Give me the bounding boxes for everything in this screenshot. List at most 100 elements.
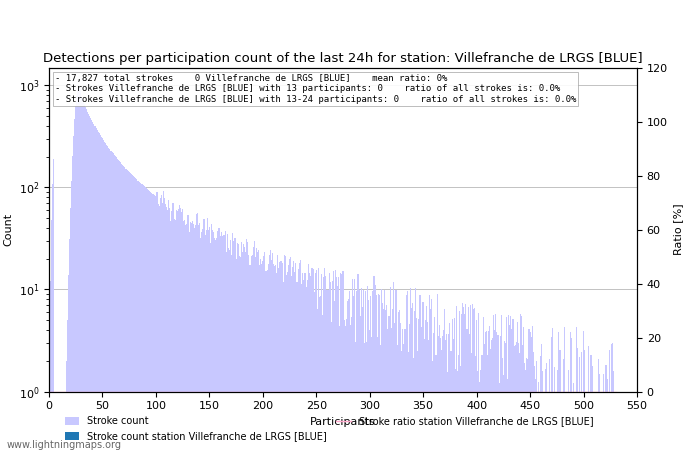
Bar: [232, 233, 233, 450]
Bar: [293, 261, 295, 450]
Bar: [542, 371, 543, 450]
Bar: [439, 325, 440, 450]
Bar: [226, 252, 227, 450]
Bar: [323, 277, 324, 450]
Bar: [328, 273, 330, 450]
Bar: [270, 250, 271, 450]
Stroke ratio station Villefranche de LRGS [BLUE]: [46, 389, 55, 394]
Bar: [178, 209, 179, 450]
Bar: [534, 366, 535, 450]
Bar: [382, 303, 383, 450]
Bar: [210, 243, 211, 450]
Bar: [72, 156, 73, 450]
Bar: [472, 304, 473, 450]
Bar: [236, 259, 237, 450]
Stroke ratio station Villefranche de LRGS [BLUE]: [611, 389, 620, 394]
Bar: [206, 218, 208, 450]
Bar: [66, 320, 68, 450]
Bar: [474, 308, 475, 450]
Bar: [231, 255, 232, 450]
Bar: [376, 295, 377, 450]
Bar: [62, 392, 64, 450]
Bar: [545, 363, 547, 450]
Bar: [326, 290, 328, 450]
Bar: [125, 169, 127, 450]
Bar: [335, 270, 336, 450]
Bar: [259, 265, 260, 450]
Bar: [198, 225, 200, 450]
Bar: [220, 232, 222, 450]
Bar: [262, 261, 263, 450]
Bar: [316, 270, 317, 450]
Bar: [517, 322, 518, 450]
Bar: [64, 392, 66, 450]
Bar: [89, 116, 90, 450]
Bar: [428, 340, 429, 450]
Bar: [129, 172, 130, 450]
Bar: [85, 107, 86, 450]
Bar: [461, 314, 462, 450]
Bar: [367, 286, 368, 450]
Bar: [144, 186, 145, 450]
Bar: [186, 224, 188, 450]
Bar: [99, 133, 100, 450]
Bar: [324, 268, 326, 450]
Bar: [195, 225, 196, 450]
Bar: [309, 273, 310, 450]
Bar: [269, 255, 270, 450]
Bar: [147, 189, 148, 450]
Bar: [214, 238, 215, 450]
Bar: [557, 370, 559, 450]
Bar: [55, 392, 56, 450]
Bar: [153, 194, 154, 450]
Bar: [496, 332, 498, 450]
Bar: [583, 331, 584, 450]
Bar: [458, 356, 459, 450]
Bar: [240, 257, 241, 450]
Bar: [559, 350, 561, 450]
Bar: [182, 209, 183, 450]
Bar: [423, 302, 424, 450]
Stroke ratio station Villefranche de LRGS [BLUE]: [162, 389, 171, 394]
Bar: [480, 370, 482, 450]
Bar: [56, 392, 57, 450]
Bar: [512, 320, 514, 450]
Bar: [92, 122, 93, 450]
Bar: [273, 264, 274, 450]
Bar: [448, 333, 449, 450]
Bar: [383, 309, 384, 450]
Bar: [113, 155, 115, 450]
Bar: [393, 282, 394, 450]
Bar: [533, 352, 534, 450]
Bar: [83, 102, 84, 450]
Bar: [507, 379, 508, 450]
Bar: [52, 158, 54, 450]
Bar: [490, 349, 491, 450]
Bar: [410, 288, 411, 450]
Bar: [445, 340, 446, 450]
Bar: [563, 359, 564, 450]
Bar: [209, 227, 210, 450]
Bar: [457, 371, 458, 450]
Bar: [271, 260, 272, 450]
Bar: [476, 320, 477, 450]
Bar: [520, 315, 521, 450]
X-axis label: Participants: Participants: [310, 417, 376, 427]
Bar: [430, 309, 431, 450]
Bar: [295, 263, 297, 450]
Bar: [57, 392, 58, 450]
Bar: [152, 194, 153, 450]
Bar: [426, 306, 427, 450]
Bar: [298, 269, 299, 450]
Bar: [149, 191, 150, 450]
Bar: [88, 114, 89, 450]
Bar: [489, 326, 490, 450]
Bar: [292, 267, 293, 450]
Bar: [69, 239, 70, 450]
Bar: [468, 334, 470, 450]
Stroke ratio station Villefranche de LRGS [BLUE]: [582, 389, 591, 394]
Bar: [184, 220, 186, 450]
Bar: [180, 208, 181, 450]
Bar: [73, 135, 74, 450]
Bar: [289, 259, 290, 450]
